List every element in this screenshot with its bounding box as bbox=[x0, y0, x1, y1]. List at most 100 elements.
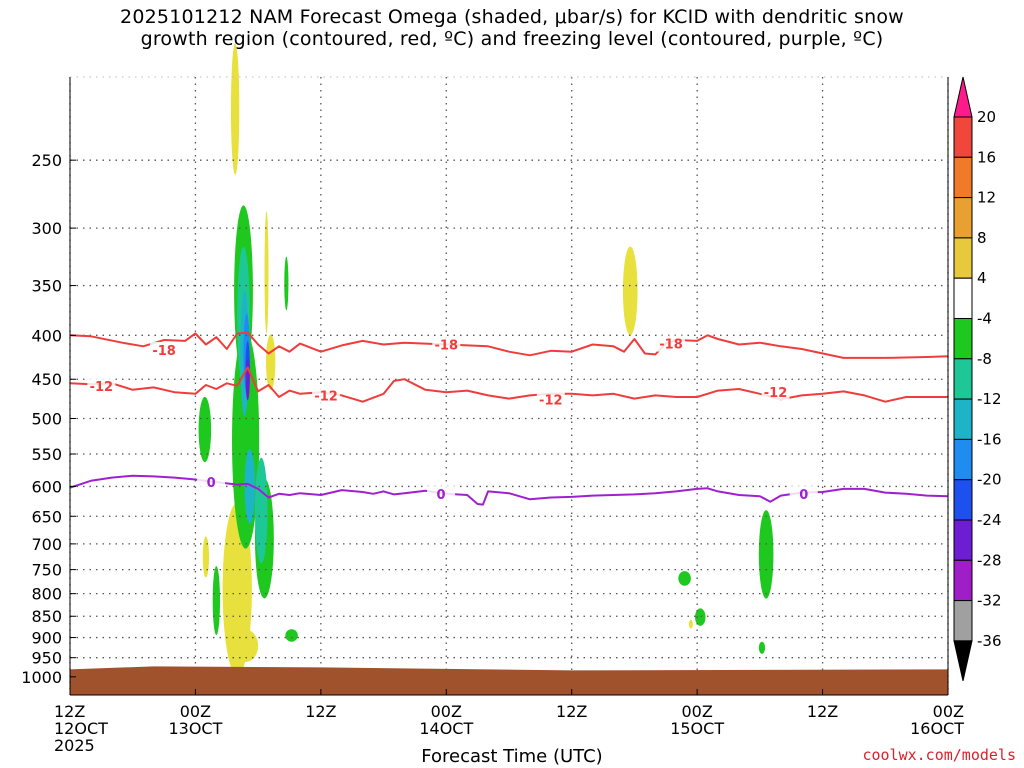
colorbar-swatch-10 bbox=[953, 479, 973, 521]
x-tick-label-36-1: 14OCT bbox=[419, 719, 473, 738]
omega-region-6 bbox=[622, 246, 638, 336]
contour-label-0-2: 0 bbox=[799, 488, 808, 503]
omega-region-4 bbox=[265, 334, 276, 391]
colorbar-swatch-8 bbox=[953, 398, 973, 440]
contour-label--12-0: -12 bbox=[90, 380, 114, 395]
colorbar-label-7: -12 bbox=[977, 390, 1002, 408]
x-tick-label-0-0: 12Z bbox=[54, 702, 85, 721]
colorbar-swatch-9 bbox=[953, 438, 973, 481]
y-tick-label-350: 350 bbox=[31, 277, 62, 296]
colorbar-label-3: 8 bbox=[977, 229, 987, 247]
plot-frame bbox=[69, 76, 949, 696]
contour-label--18-2: -18 bbox=[659, 338, 683, 353]
x-tick-label-84-0: 00Z bbox=[933, 702, 964, 721]
contour-label-bg--12-1 bbox=[312, 387, 341, 404]
contour-line--18 bbox=[69, 331, 949, 359]
omega-region-15 bbox=[678, 571, 691, 586]
y-tick-label-450: 450 bbox=[31, 370, 62, 389]
x-tick-label-0-2: 2025 bbox=[54, 736, 95, 755]
colorbar-label-13: -36 bbox=[977, 632, 1002, 650]
contour-label-bg--12-2 bbox=[536, 391, 565, 408]
colorbar-label-10: -24 bbox=[977, 511, 1002, 529]
y-tick-label-900: 900 bbox=[31, 629, 62, 648]
omega-region-7 bbox=[688, 619, 693, 629]
chart-title-line-1: 2025101212 NAM Forecast Omega (shaded, μ… bbox=[120, 6, 904, 28]
omega-colorbar: 20 16 12 8 4 -4 -8 -12 -16 -20 -24 -28 -32 -36 bbox=[953, 76, 1002, 682]
omega-region-14 bbox=[285, 629, 298, 642]
x-tick-label-12-1: 13OCT bbox=[168, 719, 222, 738]
colorbar-label-5: -4 bbox=[977, 310, 992, 328]
omega-region-5 bbox=[264, 211, 269, 334]
y-tick-label-750: 750 bbox=[31, 561, 62, 580]
source-credit: coolwx.com/models bbox=[862, 746, 1016, 764]
contour-label-bg-0-1 bbox=[427, 485, 456, 502]
x-tick-label-0-1: 12OCT bbox=[54, 719, 108, 738]
colorbar-label-2: 12 bbox=[977, 189, 996, 207]
x-tick-label-12-0: 00Z bbox=[180, 702, 211, 721]
omega-shading-layer bbox=[198, 43, 774, 676]
contour-label-bg-0-2 bbox=[789, 485, 818, 502]
x-tick-label-72-0: 12Z bbox=[807, 702, 838, 721]
omega-region-17 bbox=[758, 510, 774, 599]
contour-label-0-1: 0 bbox=[437, 488, 446, 503]
x-tick-label-60-1: 15OCT bbox=[670, 719, 724, 738]
y-tick-label-250: 250 bbox=[31, 151, 62, 170]
colorbar-label-8: -16 bbox=[977, 430, 1002, 448]
colorbar-top-arrow bbox=[953, 76, 973, 118]
y-tick-label-550: 550 bbox=[31, 445, 62, 464]
colorbar-label-12: -32 bbox=[977, 592, 1002, 610]
colorbar-swatch-3 bbox=[953, 197, 973, 239]
x-tick-label-48-0: 12Z bbox=[556, 702, 587, 721]
contour-label-bg-0-0 bbox=[197, 474, 226, 491]
contour-label--18-1: -18 bbox=[435, 339, 459, 354]
y-tick-label-950: 950 bbox=[31, 649, 62, 668]
omega-region-18 bbox=[758, 641, 766, 654]
contour-label-bg--18-1 bbox=[432, 336, 461, 353]
y-tick-label-700: 700 bbox=[31, 535, 62, 554]
colorbar-label-6: -8 bbox=[977, 350, 992, 368]
contour-label-0-0: 0 bbox=[207, 476, 216, 491]
y-tick-label-850: 850 bbox=[31, 607, 62, 626]
colorbar-swatch-13 bbox=[953, 600, 973, 642]
colorbar-label-9: -20 bbox=[977, 471, 1002, 489]
omega-region-22 bbox=[244, 449, 256, 524]
y-axis: 250 300 350 400 450 500 550 600 650 700 750 800 850 9… bbox=[21, 151, 76, 687]
contour-label--12-2: -12 bbox=[539, 393, 563, 408]
contour-line-0 bbox=[69, 474, 949, 506]
y-tick-label-400: 400 bbox=[31, 326, 62, 345]
colorbar-bottom-arrow bbox=[953, 640, 973, 682]
y-tick-label-300: 300 bbox=[31, 219, 62, 238]
contour-layer: -18 -18 -18 -12 -12 -12 -12 0 0 0 bbox=[69, 331, 949, 506]
colorbar-label-1: 16 bbox=[977, 148, 996, 166]
colorbar-swatch-11 bbox=[953, 519, 973, 561]
y-tick-label-1000: 1000 bbox=[21, 668, 62, 687]
x-tick-label-84-1: 16OCT bbox=[910, 719, 964, 738]
omega-region-11 bbox=[198, 396, 212, 463]
omega-region-13 bbox=[284, 256, 289, 311]
y-tick-label-600: 600 bbox=[31, 477, 62, 496]
omega-region-0 bbox=[230, 43, 240, 175]
x-axis-title: Forecast Time (UTC) bbox=[421, 746, 603, 767]
chart-title: 2025101212 NAM Forecast Omega (shaded, μ… bbox=[0, 6, 1024, 50]
colorbar-swatch-12 bbox=[953, 559, 973, 602]
surface-terrain bbox=[70, 666, 948, 695]
colorbar-label-0: 20 bbox=[977, 108, 996, 126]
omega-region-16 bbox=[695, 608, 706, 626]
y-tick-label-650: 650 bbox=[31, 507, 62, 526]
colorbar-swatch-4 bbox=[953, 237, 973, 279]
contour-line--12 bbox=[69, 366, 948, 403]
colorbar-swatch-7 bbox=[953, 358, 973, 400]
contour-label-bg--12-0 bbox=[87, 377, 116, 394]
omega-region-3 bbox=[202, 536, 210, 578]
grid-layer bbox=[69, 77, 949, 695]
contour-label-bg--12-3 bbox=[761, 384, 790, 401]
colorbar-swatch-5 bbox=[953, 277, 973, 320]
contour-label--12-3: -12 bbox=[764, 386, 788, 401]
chart-title-line-2: growth region (contoured, red, ºC) and f… bbox=[140, 28, 884, 50]
omega-region-12 bbox=[212, 566, 220, 635]
x-tick-label-36-0: 00Z bbox=[431, 702, 462, 721]
omega-region-20 bbox=[255, 457, 268, 564]
y-tick-label-500: 500 bbox=[31, 409, 62, 428]
contour-label--12-1: -12 bbox=[314, 389, 338, 404]
